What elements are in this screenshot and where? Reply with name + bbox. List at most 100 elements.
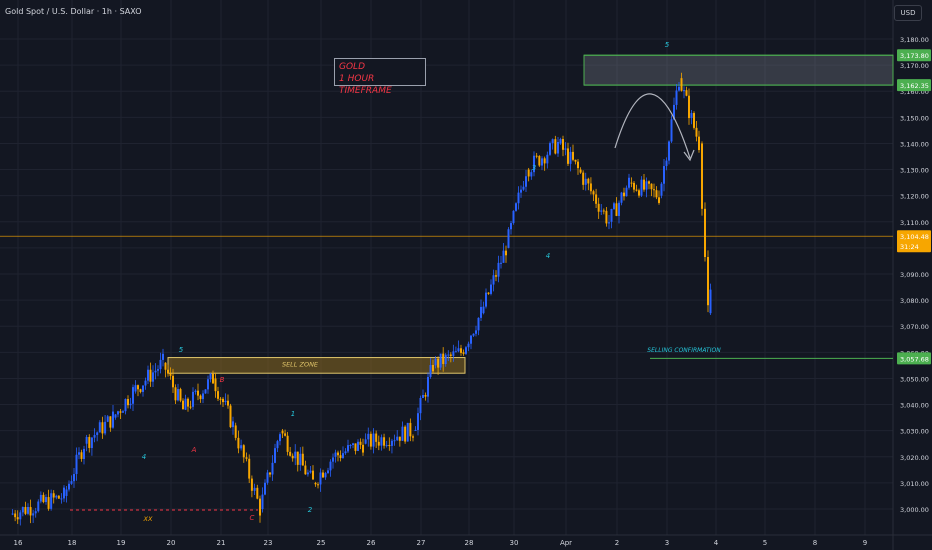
candle-body	[234, 425, 237, 438]
candle-body	[517, 192, 520, 204]
y-tick-label: 3,130.00	[900, 167, 929, 175]
x-tick-label: 3	[665, 539, 669, 547]
candle-body	[16, 517, 19, 520]
candle-body	[579, 169, 582, 173]
candle-body	[510, 223, 512, 230]
candle-body	[96, 432, 99, 436]
candle-body	[520, 189, 522, 193]
candle-body	[559, 139, 562, 144]
candle-body	[184, 398, 187, 410]
candle-body	[80, 452, 83, 459]
xx-label: XX	[143, 515, 153, 523]
arc-arrow	[614, 93, 691, 159]
candle-body	[648, 181, 650, 184]
confirmation-level-tag: 3,057.68	[900, 355, 929, 363]
candle-body	[182, 400, 184, 410]
candle-body	[332, 457, 334, 462]
candle-body	[680, 78, 683, 91]
candle-body	[93, 435, 96, 438]
candle-body	[291, 455, 294, 459]
candle-body	[372, 433, 375, 447]
candle-body	[202, 393, 204, 400]
candle-body	[199, 395, 202, 400]
candle-body	[557, 141, 559, 154]
candle-body	[197, 390, 199, 396]
candle-body	[610, 208, 613, 222]
candle-body	[322, 472, 324, 478]
candle-body	[334, 452, 337, 457]
annotation-line-2: 1 HOUR TIMEFRAME	[339, 74, 392, 96]
candle-body	[645, 181, 648, 190]
candle-body	[159, 359, 162, 370]
candle-body	[678, 86, 680, 91]
candle-body	[535, 155, 538, 157]
candle-body	[457, 348, 460, 352]
wave-label: 5	[665, 41, 670, 49]
y-tick-label: 3,140.00	[900, 140, 929, 148]
candle-body	[306, 472, 309, 475]
x-tick-label: 19	[117, 539, 126, 547]
candle-body	[417, 413, 419, 430]
candle-body	[527, 169, 530, 177]
candle-body	[533, 155, 535, 173]
candle-body	[167, 369, 169, 374]
currency-button[interactable]: USD	[894, 5, 922, 21]
upper-zone-top-tag: 3,173.80	[900, 52, 929, 60]
candle-body	[29, 507, 32, 516]
candle-body	[237, 437, 240, 449]
candle-body	[19, 512, 22, 520]
y-tick-label: 3,090.00	[900, 271, 929, 279]
candle-body	[592, 191, 595, 195]
candle-body	[615, 203, 618, 216]
candle-body	[286, 435, 289, 452]
candle-body	[643, 179, 645, 190]
candle-body	[194, 390, 197, 392]
candle-body	[467, 343, 470, 348]
candle-body	[164, 362, 167, 370]
candle-body	[271, 462, 274, 475]
x-tick-label: 30	[510, 539, 519, 547]
candle-body	[362, 444, 364, 453]
candle-body	[422, 394, 424, 398]
candle-body	[485, 292, 487, 307]
candle-body	[618, 202, 620, 216]
candle-body	[281, 430, 284, 434]
candle-body	[269, 472, 271, 475]
candle-body	[562, 139, 564, 150]
candle-body	[462, 352, 465, 354]
candle-body	[152, 372, 154, 382]
candle-body	[385, 445, 388, 447]
candle-body	[124, 399, 127, 412]
candle-body	[212, 373, 214, 384]
candle-body	[635, 189, 638, 191]
candle-body	[554, 139, 557, 154]
candle-body	[39, 494, 42, 502]
candle-body	[45, 497, 47, 503]
candle-body	[214, 378, 217, 392]
candle-body	[704, 208, 706, 257]
candle-body	[655, 190, 658, 198]
candle-body	[83, 448, 85, 459]
candle-body	[414, 429, 417, 431]
candle-body	[52, 493, 55, 498]
candle-body	[419, 397, 422, 414]
candle-body	[685, 90, 688, 96]
candle-body	[429, 364, 432, 377]
candle-body	[541, 158, 543, 166]
candle-body	[447, 354, 450, 356]
candle-body	[117, 411, 119, 415]
x-tick-label: 18	[68, 539, 77, 547]
candle-body	[144, 380, 147, 386]
candle-body	[390, 440, 393, 446]
candle-body	[673, 104, 675, 120]
candle-body	[454, 351, 457, 353]
candle-body	[633, 182, 635, 190]
candle-body	[424, 394, 427, 397]
current-price-tag: 3,104.48	[900, 233, 929, 241]
candle-body	[600, 210, 603, 212]
candle-body	[670, 119, 673, 142]
candle-body	[319, 472, 322, 485]
y-tick-label: 3,040.00	[900, 402, 929, 410]
candle-body	[574, 159, 577, 162]
